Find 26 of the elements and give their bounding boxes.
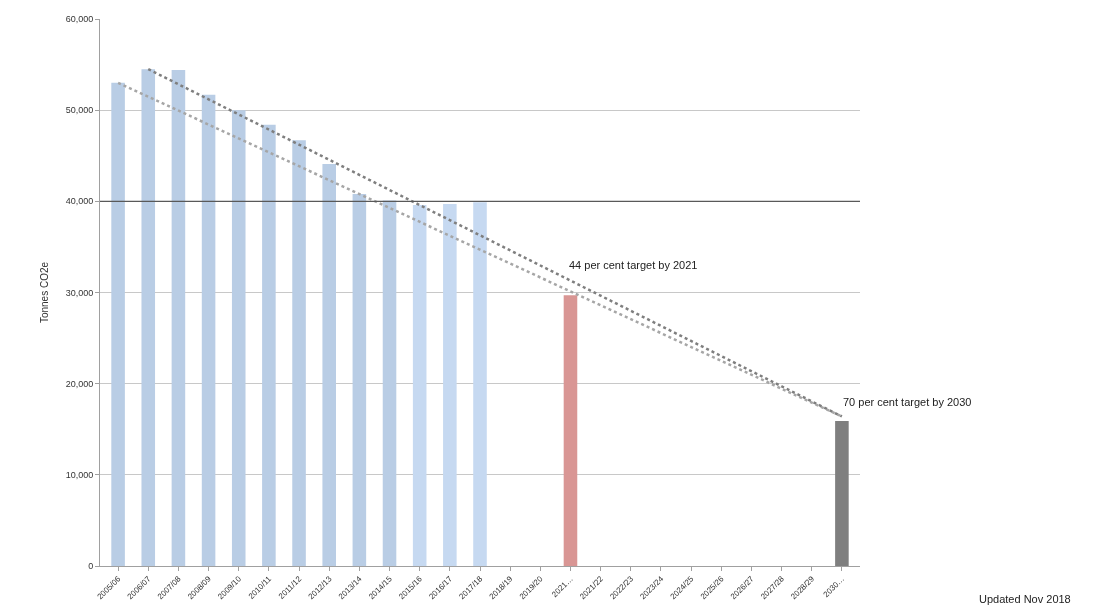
bar xyxy=(171,70,186,566)
bar xyxy=(231,110,246,566)
y-tick-label: 50,000 xyxy=(65,105,94,116)
bar xyxy=(111,82,125,566)
bar xyxy=(262,124,276,566)
y-tick-label: 30,000 xyxy=(65,287,94,298)
y-tick-label: 20,000 xyxy=(65,378,94,389)
annotation: 70 per cent target by 2030 xyxy=(843,396,972,408)
y-tick-label: 10,000 xyxy=(65,469,94,480)
bar xyxy=(322,163,336,566)
bar xyxy=(835,421,849,566)
bar xyxy=(412,204,427,566)
bar xyxy=(443,204,457,566)
bar xyxy=(473,202,487,566)
bar xyxy=(201,94,216,566)
y-tick-label: 40,000 xyxy=(65,196,94,207)
bar xyxy=(141,69,156,566)
bar xyxy=(382,200,397,566)
y-tick-label: 0 xyxy=(88,561,94,572)
bar xyxy=(352,194,367,566)
bar xyxy=(292,140,306,566)
y-tick-label: 60,000 xyxy=(65,14,94,25)
text: Updated Nov 2018 xyxy=(979,593,1071,605)
y-axis-title: Tonnes CO2e xyxy=(38,261,50,324)
annotation: 44 per cent target by 2021 xyxy=(569,259,698,271)
bar xyxy=(563,295,578,566)
